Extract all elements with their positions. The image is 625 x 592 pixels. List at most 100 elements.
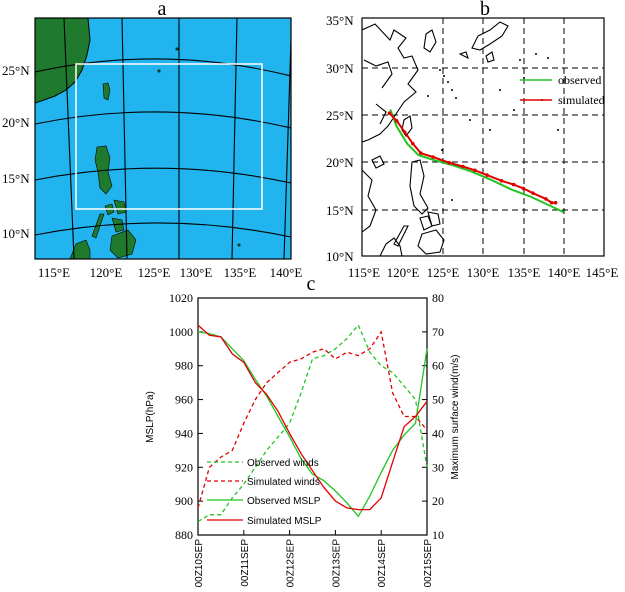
y-right-tick-label: 50 — [432, 393, 444, 407]
y-left-tick-label: 1000 — [169, 325, 193, 339]
lon-label: 120°E — [90, 265, 123, 280]
track-point — [431, 155, 435, 159]
lat-label: 20°N — [326, 155, 354, 170]
y-left-tick-label: 900 — [175, 494, 193, 508]
mindanao-landmass — [109, 229, 137, 259]
track-point — [419, 151, 423, 155]
model-domain-box — [75, 63, 263, 210]
legend-observed-label: observed — [558, 73, 601, 87]
y-left-tick-label: 880 — [175, 528, 193, 542]
simulated-mslp-line — [197, 324, 428, 511]
chart-legend: Observed winds Simulated winds Observed … — [207, 458, 322, 527]
lon-label: 125°E — [427, 265, 460, 280]
y-right-tick-label: 80 — [432, 291, 444, 305]
track-point — [485, 173, 489, 177]
borneo-landmass — [69, 239, 91, 259]
x-tick-label: 00Z12SEP — [286, 539, 297, 588]
lon-label: 140°E — [270, 265, 303, 280]
panel-b-frame — [361, 17, 605, 257]
track-point — [473, 168, 477, 173]
simulated-winds-line — [197, 330, 428, 509]
x-tick-label: 00Z11SEP — [240, 539, 251, 587]
panel-b: b — [326, 0, 618, 280]
graticule — [35, 18, 291, 259]
typhoon-tracks — [387, 109, 565, 214]
observed-track-line — [389, 109, 565, 214]
dashed-grid — [362, 18, 604, 256]
track-point — [531, 191, 535, 195]
y-right-tick-label: 30 — [432, 460, 444, 474]
panel-b-letter: b — [480, 0, 490, 20]
lat-label: 25°N — [2, 63, 30, 78]
y-right-axis-label: Maximum surface wind(m/s) — [450, 354, 461, 479]
china-landmass — [35, 18, 91, 104]
lon-label: 135°E — [508, 265, 541, 280]
lon-label: 135°E — [224, 265, 257, 280]
x-tick-label: 00Z15SEP — [423, 539, 434, 588]
legend-simulated-label: simulated — [558, 93, 605, 107]
track-point — [549, 200, 554, 205]
legend-observed-winds-label: Observed winds — [247, 458, 319, 469]
observed-winds-line — [197, 323, 428, 523]
y-left-tick-label: 980 — [175, 359, 193, 373]
small-island — [237, 243, 241, 247]
x-tick-label: 00Z13SEP — [331, 539, 342, 588]
y-right-tick-label: 10 — [432, 528, 444, 542]
lat-label: 15°N — [2, 171, 30, 186]
track-point — [461, 164, 465, 169]
panel-c-letter: c — [307, 273, 316, 295]
lon-label: 120°E — [387, 265, 420, 280]
lon-label: 140°E — [548, 265, 581, 280]
y-left-axis-label: MSLP(hPa) — [145, 391, 156, 443]
panel-c: c 88090092094096098010001020102030405060… — [145, 273, 461, 587]
lon-label: 125°E — [138, 265, 171, 280]
chart-series — [197, 323, 428, 523]
y-right-tick-label: 20 — [432, 494, 444, 508]
observed-mslp-line — [197, 331, 428, 518]
lon-label: 145°E — [586, 265, 619, 280]
chart-axes: 8809009209409609801000102010203040506070… — [169, 291, 444, 587]
visayas-landmass — [111, 217, 125, 233]
lon-label: 130°E — [180, 265, 213, 280]
legend-simulated-mslp-label: Simulated MSLP — [247, 516, 322, 527]
x-tick-label: 00Z10SEP — [194, 539, 205, 588]
track-point — [544, 197, 548, 201]
track-point — [553, 200, 558, 205]
track-point — [521, 186, 526, 191]
small-island — [157, 69, 161, 73]
lat-label: 10°N — [326, 249, 354, 264]
y-right-tick-label: 70 — [432, 325, 444, 339]
panel-a-frame — [34, 17, 292, 260]
track-point — [402, 130, 407, 135]
small-island — [175, 47, 179, 51]
y-left-tick-label: 1020 — [169, 291, 193, 305]
track-point — [511, 182, 516, 187]
y-right-tick-label: 40 — [432, 426, 444, 440]
lat-label: 20°N — [2, 115, 30, 130]
lat-label: 30°N — [326, 61, 354, 76]
y-left-tick-label: 920 — [175, 460, 193, 474]
track-point — [447, 160, 451, 165]
taiwan-landmass — [102, 82, 111, 101]
lat-label: 10°N — [2, 226, 30, 241]
panel-a-letter: a — [158, 0, 167, 20]
chart-plot-area — [197, 297, 428, 536]
track-point — [394, 119, 399, 123]
track-point — [411, 141, 415, 146]
legend-simulated-winds-label: Simulated winds — [247, 477, 320, 488]
track-point — [387, 111, 392, 115]
y-left-tick-label: 960 — [175, 393, 193, 407]
legend-observed-mslp-label: Observed MSLP — [247, 496, 321, 507]
panel-a: a — [2, 0, 302, 280]
lon-label: 115°E — [348, 265, 380, 280]
lat-label: 15°N — [326, 203, 354, 218]
y-left-tick-label: 940 — [175, 426, 193, 440]
coastlines — [362, 21, 509, 256]
lon-label: 130°E — [467, 265, 500, 280]
lon-label: 115°E — [38, 265, 70, 280]
lat-label: 25°N — [326, 108, 354, 123]
track-point — [499, 178, 504, 183]
lat-label: 35°N — [326, 13, 354, 28]
x-tick-label: 00Z14SEP — [377, 539, 388, 588]
